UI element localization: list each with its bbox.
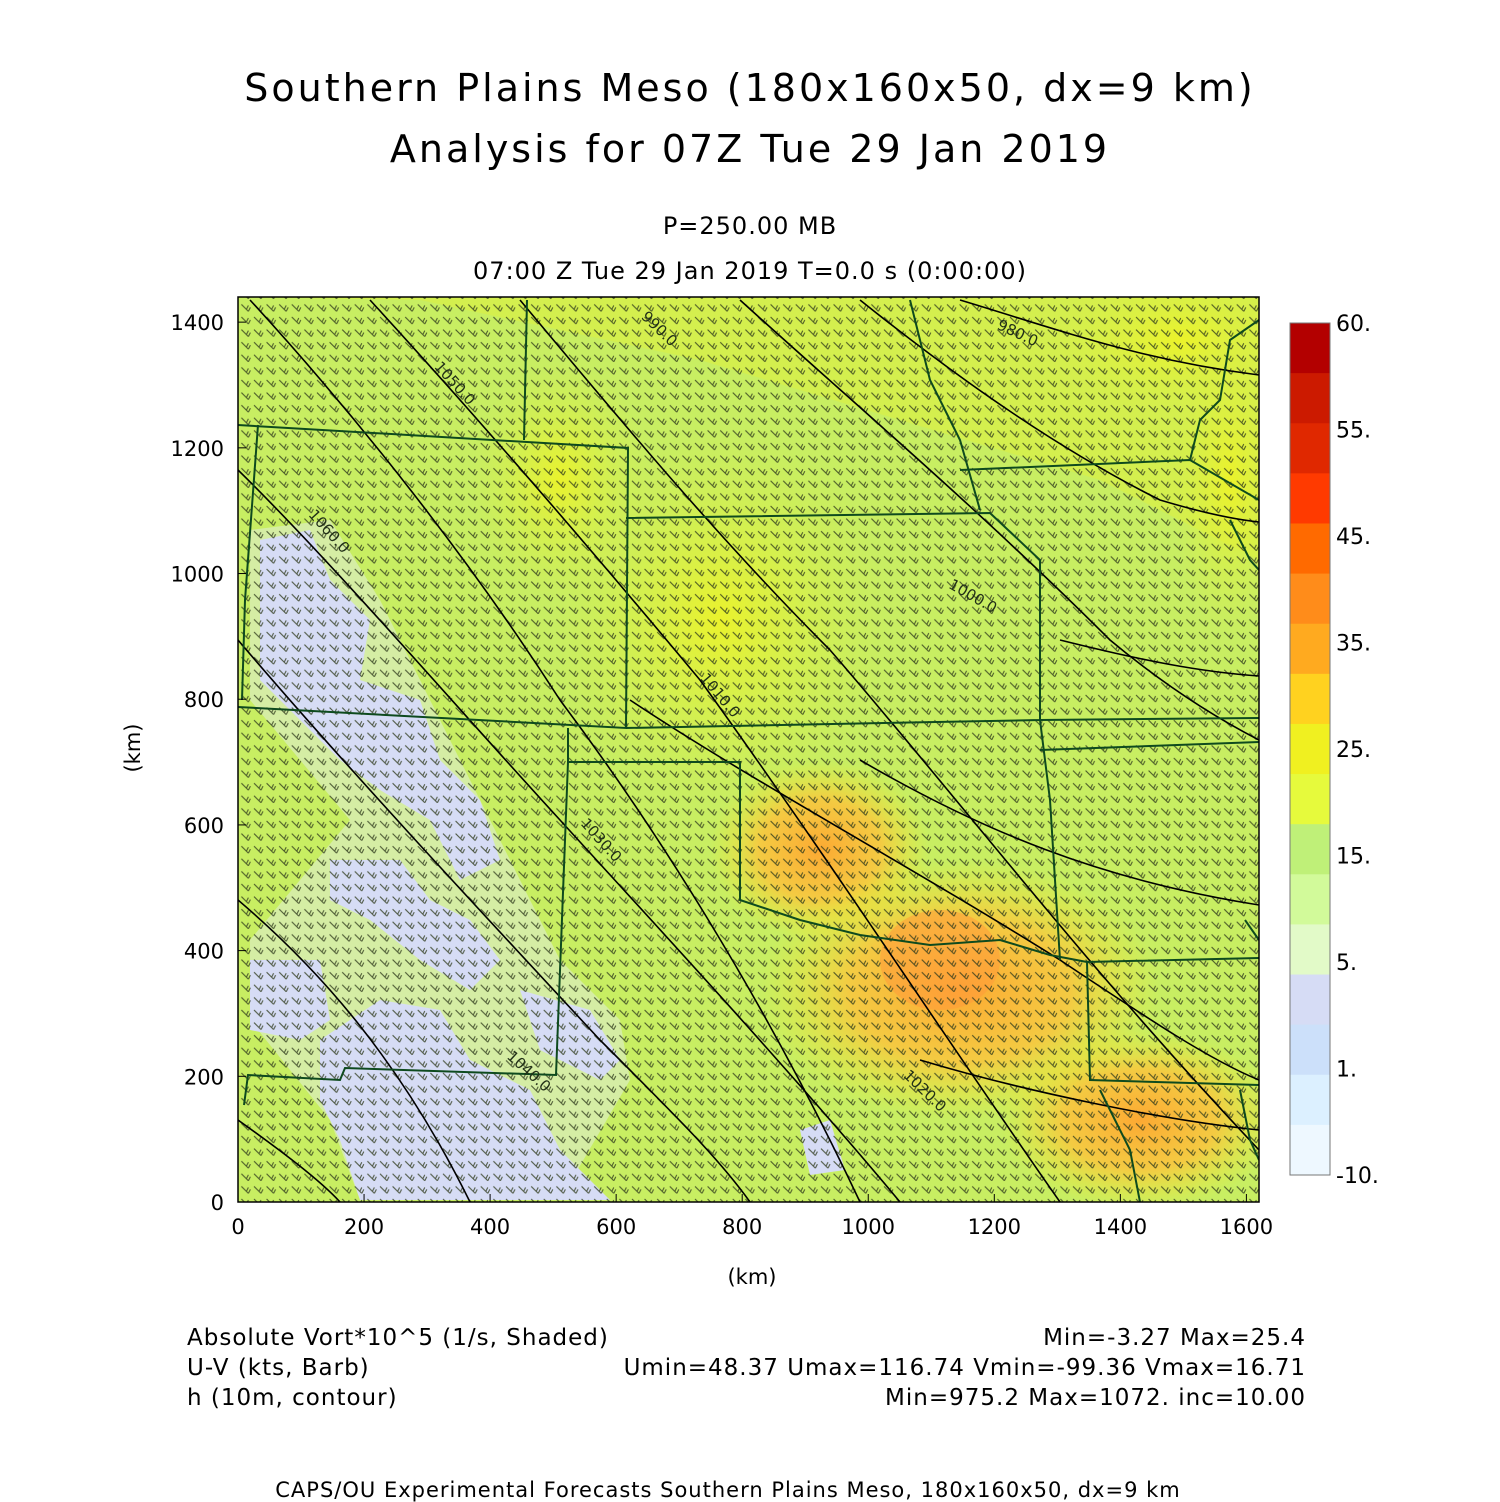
colorbar-label: 55. bbox=[1336, 419, 1371, 444]
x-tick-label: 1200 bbox=[968, 1215, 1021, 1239]
colorbar-swatch bbox=[1290, 373, 1330, 424]
colorbar-label: 5. bbox=[1336, 951, 1357, 976]
colorbar-swatch bbox=[1290, 974, 1330, 1026]
colorbar-swatch bbox=[1290, 874, 1330, 925]
y-tick-label: 200 bbox=[184, 1065, 224, 1089]
x-tick-label: 1600 bbox=[1220, 1215, 1273, 1239]
colorbar-swatch bbox=[1290, 623, 1330, 675]
colorbar-swatch bbox=[1290, 423, 1330, 474]
title-line-2: Analysis for 07Z Tue 29 Jan 2019 bbox=[389, 127, 1111, 171]
y-axis-label: (km) bbox=[121, 723, 145, 772]
x-tick-label: 1400 bbox=[1094, 1215, 1147, 1239]
colorbar-swatch bbox=[1290, 824, 1330, 875]
valid-time-label: 07:00 Z Tue 29 Jan 2019 T=0.0 s (0:00:00… bbox=[473, 257, 1027, 285]
legend-vorticity-label: Absolute Vort*10^5 (1/s, Shaded) bbox=[187, 1325, 609, 1351]
y-tick-label: 600 bbox=[184, 814, 224, 838]
colorbar-swatch bbox=[1290, 1124, 1330, 1176]
colorbar-swatch bbox=[1290, 723, 1330, 775]
y-tick-label: 1200 bbox=[171, 437, 224, 461]
y-tick-label: 400 bbox=[184, 940, 224, 964]
colorbar-label: 25. bbox=[1336, 738, 1371, 763]
y-axis: 0 200 400 600 800 1000 1200 1400 bbox=[171, 311, 246, 1215]
colorbar-label: 45. bbox=[1336, 525, 1371, 550]
height-contours bbox=[238, 299, 1259, 1202]
x-tick-label: 0 bbox=[231, 1215, 244, 1239]
plot-frame bbox=[237, 296, 1260, 1203]
x-axis-label: (km) bbox=[727, 1265, 776, 1289]
colorbar-swatch bbox=[1290, 573, 1330, 625]
x-tick-label: 800 bbox=[722, 1215, 762, 1239]
colorbar-label: 1. bbox=[1336, 1058, 1357, 1083]
x-tick-label: 400 bbox=[470, 1215, 510, 1239]
colorbar-swatch bbox=[1290, 673, 1330, 725]
y-tick-label: 1000 bbox=[171, 563, 224, 587]
colorbar-swatch bbox=[1290, 1074, 1330, 1126]
y-tick-label: 1400 bbox=[171, 311, 224, 335]
colorbar-label: 35. bbox=[1336, 632, 1371, 657]
vorticity-shading: 1050.0 1060.0 1030.0 1040.0 1010.0 1020.… bbox=[238, 297, 1259, 1202]
y-tick-label: 0 bbox=[211, 1191, 224, 1215]
colorbar-label: 15. bbox=[1336, 845, 1371, 870]
footer-credit: CAPS/OU Experimental Forecasts Southern … bbox=[275, 1478, 1181, 1502]
x-axis: 0 200 400 600 800 1000 1200 1400 1600 bbox=[231, 1194, 1273, 1239]
colorbar-swatch bbox=[1290, 323, 1330, 374]
colorbar-swatch bbox=[1290, 473, 1330, 524]
colorbar: 60. 55. 45. 35. 25. 15. 5. 1. -10. bbox=[1289, 312, 1379, 1189]
y-tick-label: 800 bbox=[184, 688, 224, 712]
colorbar-swatch bbox=[1290, 774, 1330, 825]
legend-wind-range: Umin=48.37 Umax=116.74 Vmin=-99.36 Vmax=… bbox=[623, 1355, 1306, 1381]
legend-height-range: Min=975.2 Max=1072. inc=10.00 bbox=[885, 1385, 1306, 1411]
x-tick-label: 1000 bbox=[842, 1215, 895, 1239]
state-borders bbox=[238, 299, 1259, 1202]
x-tick-label: 200 bbox=[344, 1215, 384, 1239]
legend-vorticity-range: Min=-3.27 Max=25.4 bbox=[1043, 1325, 1306, 1351]
legend-wind-label: U-V (kts, Barb) bbox=[187, 1355, 370, 1381]
colorbar-label: 60. bbox=[1336, 312, 1371, 337]
colorbar-label: -10. bbox=[1336, 1164, 1379, 1189]
colorbar-swatch bbox=[1290, 924, 1330, 976]
colorbar-swatch bbox=[1290, 1024, 1330, 1076]
colorbar-frame bbox=[1289, 322, 1331, 1176]
pressure-level-label: P=250.00 MB bbox=[662, 212, 838, 240]
x-tick-label: 600 bbox=[596, 1215, 636, 1239]
colorbar-swatch bbox=[1290, 523, 1330, 575]
legend-height-label: h (10m, contour) bbox=[187, 1385, 398, 1411]
title-line-1: Southern Plains Meso (180x160x50, dx=9 k… bbox=[244, 66, 1256, 110]
